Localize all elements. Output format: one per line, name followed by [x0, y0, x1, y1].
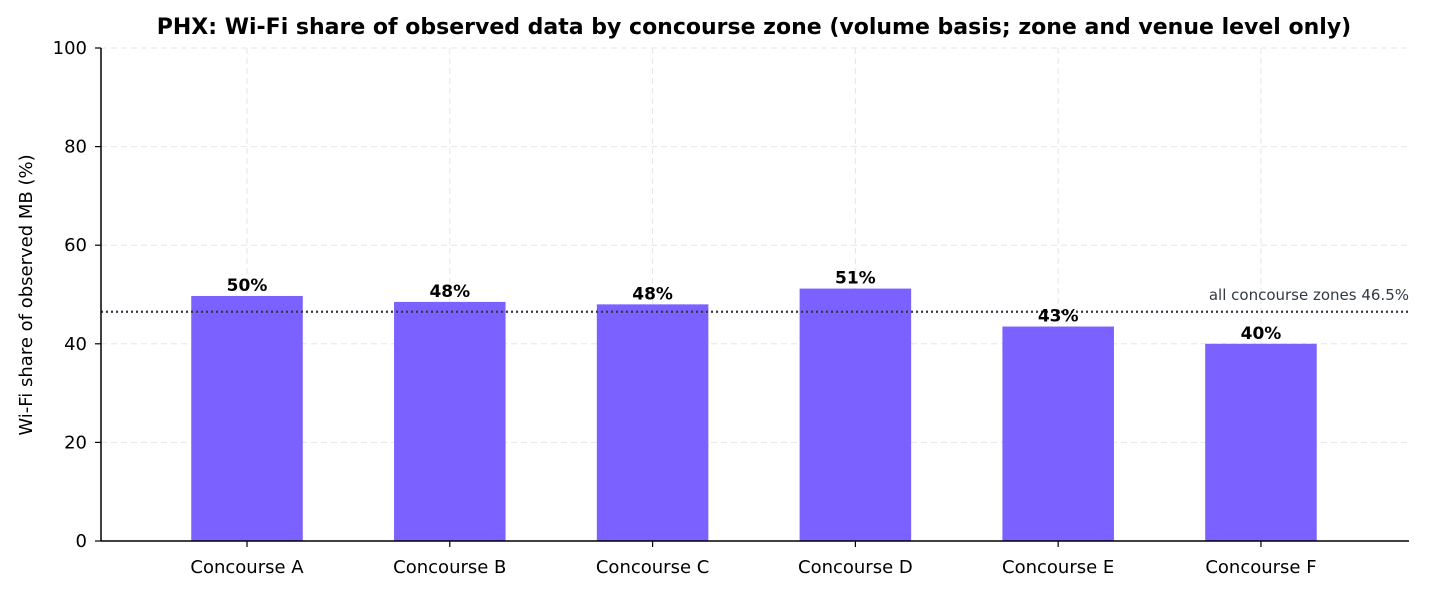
chart-title: PHX: Wi-Fi share of observed data by con… — [157, 15, 1351, 40]
tick-labels: 0 20 40 60 80 100 Concourse A Concourse B Concou… — [53, 38, 1317, 578]
bar-value-label: 43% — [1038, 307, 1079, 327]
bar-concourse-c — [596, 304, 709, 541]
bar-concourse-d — [799, 288, 912, 541]
x-tick-label: Concourse F — [1205, 557, 1316, 578]
bar-value-label: 48% — [632, 284, 673, 304]
y-tick-label: 20 — [64, 432, 87, 453]
reference-line-label: all concourse zones 46.5% — [1209, 286, 1409, 304]
x-tick-label: Concourse E — [1002, 557, 1114, 578]
y-tick-label: 60 — [64, 235, 87, 256]
x-tick-label: Concourse D — [798, 557, 913, 578]
bar-concourse-e — [1002, 326, 1114, 541]
bar-concourse-b — [394, 301, 506, 541]
bar-value-label: 50% — [227, 276, 268, 296]
bar-concourse-a — [191, 295, 303, 541]
y-tick-label: 0 — [76, 531, 87, 552]
y-tick-label: 80 — [64, 137, 87, 158]
y-axis-label: Wi-Fi share of observed MB (%) — [16, 154, 37, 435]
bar-value-label: 51% — [835, 269, 876, 289]
x-tick-label: Concourse A — [190, 557, 304, 578]
bar-value-label: 48% — [429, 282, 470, 302]
y-tick-label: 100 — [53, 38, 87, 59]
axes — [95, 47, 1409, 547]
x-tick-label: Concourse C — [596, 557, 709, 578]
data-labels: 50% 48% 48% 51% 43% 40% — [227, 269, 1282, 344]
bar-value-label: 40% — [1241, 324, 1282, 344]
reference-line-group: all concourse zones 46.5% — [101, 286, 1409, 313]
x-tick-label: Concourse B — [393, 557, 506, 578]
bar-concourse-f — [1205, 343, 1317, 541]
bars — [191, 288, 1317, 541]
y-tick-label: 40 — [64, 334, 87, 355]
